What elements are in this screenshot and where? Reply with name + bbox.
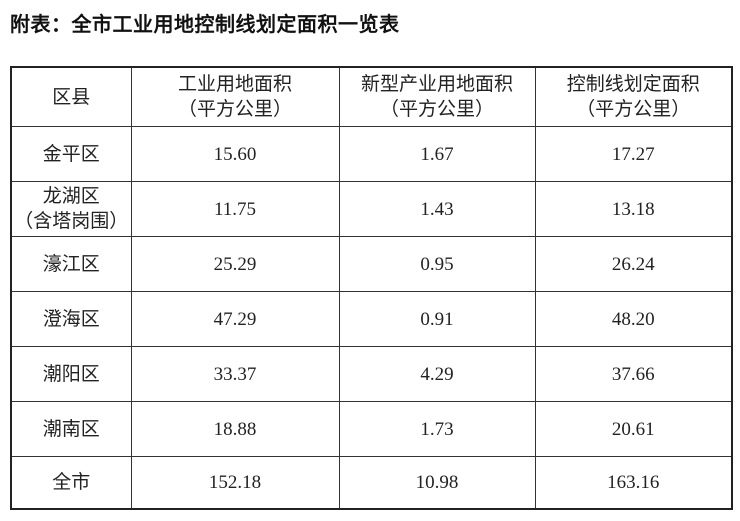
table: 区县 工业用地面积 （平方公里） 新型产业用地面积 （平方公里） 控制线划定面积 （平方公里… xyxy=(10,66,733,510)
cell-text: 18.88 xyxy=(213,418,257,440)
table-row: 龙湖区 （含塔岗围） 11.75 1.43 13.18 xyxy=(10,181,733,237)
table-cell: 37.66 xyxy=(534,346,733,402)
cell-text: 0.91 xyxy=(420,308,454,330)
cell-text: 15.60 xyxy=(213,143,257,165)
table-cell: 潮南区 xyxy=(10,401,132,457)
table-cell: 163.16 xyxy=(534,456,733,510)
cell-text: 4.29 xyxy=(420,363,454,385)
table-cell: 澄海区 xyxy=(10,291,132,347)
cell-text: 濠江区 xyxy=(42,253,100,275)
table-row: 濠江区 25.29 0.95 26.24 xyxy=(10,236,733,292)
table-cell: 17.27 xyxy=(534,126,733,182)
table-cell: 11.75 xyxy=(130,181,340,237)
table-cell: 33.37 xyxy=(130,346,340,402)
table-cell: 26.24 xyxy=(534,236,733,292)
cell-text: 47.29 xyxy=(213,308,257,330)
table-cell: 区县 xyxy=(10,66,132,127)
table-cell: 15.60 xyxy=(130,126,340,182)
cell-text: 26.24 xyxy=(611,253,655,275)
table-cell: 濠江区 xyxy=(10,236,132,292)
cell-text: 新型产业用地面积 xyxy=(360,74,513,95)
cell-text: 11.75 xyxy=(213,198,257,220)
table-cell: 10.98 xyxy=(338,456,536,510)
table-cell: 金平区 xyxy=(10,126,132,182)
table-row: 区县 工业用地面积 （平方公里） 新型产业用地面积 （平方公里） 控制线划定面积 （平方公里… xyxy=(10,66,733,127)
table-cell: 潮阳区 xyxy=(10,346,132,402)
cell-text: 1.43 xyxy=(420,198,454,220)
cell-text: 48.20 xyxy=(611,308,655,330)
table-cell: 工业用地面积 （平方公里） xyxy=(130,66,340,127)
table-cell: 1.67 xyxy=(338,126,536,182)
table-row: 全市 152.18 10.98 163.16 xyxy=(10,456,733,510)
cell-text: 区县 xyxy=(52,86,91,108)
table-cell: 1.73 xyxy=(338,401,536,457)
cell-text: 20.61 xyxy=(611,418,655,440)
cell-text: （含塔岗围） xyxy=(14,211,129,232)
cell-text: 13.18 xyxy=(611,198,655,220)
cell-text: 澄海区 xyxy=(42,308,100,330)
table-row: 金平区 15.60 1.67 17.27 xyxy=(10,126,733,182)
cell-text: 0.95 xyxy=(420,253,454,275)
cell-text: 17.27 xyxy=(611,143,655,165)
table-cell: 152.18 xyxy=(130,456,340,510)
table-cell: 控制线划定面积 （平方公里） xyxy=(534,66,733,127)
table-cell: 0.95 xyxy=(338,236,536,292)
cell-text: （平方公里） xyxy=(379,99,494,120)
cell-text: （平方公里） xyxy=(177,99,292,120)
table-cell: 全市 xyxy=(10,456,132,510)
cell-text: 10.98 xyxy=(415,472,459,493)
cell-text: 龙湖区 xyxy=(42,186,100,207)
cell-text: 163.16 xyxy=(607,472,660,493)
table-cell: 1.43 xyxy=(338,181,536,237)
title: 附表：全市工业用地控制线划定面积一览表 xyxy=(10,12,400,36)
table-cell: 0.91 xyxy=(338,291,536,347)
cell-text: 33.37 xyxy=(213,363,257,385)
cell-text: 全市 xyxy=(52,472,91,493)
cell-text: （平方公里） xyxy=(576,99,691,120)
cell-text: 潮南区 xyxy=(42,418,100,440)
cell-text: 控制线划定面积 xyxy=(566,74,700,95)
cell-text: 1.73 xyxy=(420,418,454,440)
cell-text: 25.29 xyxy=(213,253,257,275)
table-cell: 13.18 xyxy=(534,181,733,237)
table-cell: 4.29 xyxy=(338,346,536,402)
cell-text: 37.66 xyxy=(611,363,655,385)
table-row: 澄海区 47.29 0.91 48.20 xyxy=(10,291,733,347)
table-cell: 18.88 xyxy=(130,401,340,457)
cell-text: 金平区 xyxy=(42,143,100,165)
cell-text: 潮阳区 xyxy=(42,363,100,385)
table-cell: 47.29 xyxy=(130,291,340,347)
table-cell: 新型产业用地面积 （平方公里） xyxy=(338,66,536,127)
table-row: 潮南区 18.88 1.73 20.61 xyxy=(10,401,733,457)
table-cell: 48.20 xyxy=(534,291,733,347)
table-cell: 龙湖区 （含塔岗围） xyxy=(10,181,132,237)
table-cell: 20.61 xyxy=(534,401,733,457)
table-row: 潮阳区 33.37 4.29 37.66 xyxy=(10,346,733,402)
cell-text: 工业用地面积 xyxy=(177,74,292,95)
cell-text: 152.18 xyxy=(208,472,262,493)
cell-text: 1.67 xyxy=(420,143,454,165)
table-cell: 25.29 xyxy=(130,236,340,292)
